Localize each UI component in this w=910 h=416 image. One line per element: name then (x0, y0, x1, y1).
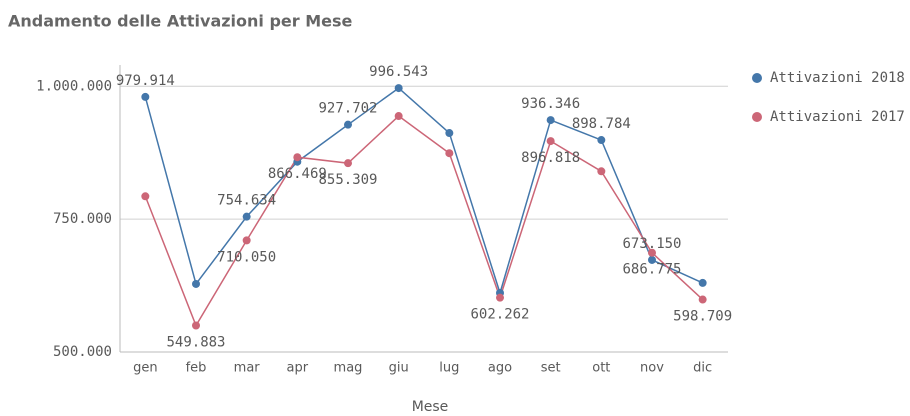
x-tick-label: apr (287, 361, 309, 376)
data-point (293, 153, 302, 162)
y-tick-label: 500.000 (53, 344, 112, 360)
data-point (242, 236, 251, 245)
x-tick-label: ott (592, 361, 610, 376)
series-line (144, 115, 704, 328)
x-tick-label: lug (439, 361, 459, 376)
x-tick-label: mar (234, 361, 261, 376)
data-label: 936.346 (521, 96, 580, 112)
data-point (648, 248, 656, 257)
data-label: 686.775 (622, 262, 681, 278)
data-point (344, 120, 352, 129)
data-point (496, 293, 504, 302)
x-tick-label: dic (693, 361, 712, 376)
x-tick-label: nov (640, 361, 664, 376)
data-label: 996.543 (369, 64, 428, 80)
x-tick-label: set (541, 361, 561, 376)
data-label: 549.883 (166, 334, 225, 350)
x-axis-title: Mese (412, 399, 449, 415)
legend-label: Attivazioni 2017 (770, 109, 905, 125)
data-point (141, 92, 150, 101)
data-label: 673.150 (622, 236, 681, 252)
x-tick-label: ago (488, 361, 512, 376)
x-tick-label: mag (334, 361, 363, 376)
data-label: 896.818 (521, 150, 580, 166)
data-point (344, 159, 352, 168)
data-point (192, 279, 200, 288)
data-point (242, 212, 251, 221)
series-line (144, 87, 703, 296)
data-point (394, 112, 403, 121)
data-point (141, 192, 150, 201)
data-label: 754.634 (217, 193, 276, 209)
y-tick-label: 1.000.000 (36, 78, 112, 94)
data-point (698, 278, 707, 287)
data-point (192, 321, 200, 330)
data-point (698, 295, 707, 304)
data-point (394, 84, 403, 93)
data-label: 602.262 (470, 307, 529, 323)
x-tick-label: giu (389, 361, 409, 376)
data-point (597, 167, 606, 176)
data-point (546, 116, 555, 125)
chart-title: Andamento delle Attivazioni per Mese (8, 12, 353, 31)
x-tick-label: gen (133, 361, 158, 376)
data-label: 855.309 (318, 172, 377, 188)
y-tick-label: 750.000 (53, 211, 112, 227)
data-point (546, 137, 555, 146)
data-point (445, 149, 454, 158)
data-label: 710.050 (217, 249, 276, 265)
x-tick-label: feb (186, 361, 207, 376)
data-label: 598.709 (673, 309, 732, 325)
data-label: 979.914 (116, 73, 175, 89)
data-label: 866.469 (268, 166, 327, 182)
data-point (445, 129, 454, 138)
data-label: 927.702 (318, 101, 377, 117)
legend-marker (752, 112, 762, 122)
data-point (648, 255, 656, 264)
data-label: 898.784 (572, 116, 631, 132)
legend-label: Attivazioni 2018 (770, 70, 905, 86)
data-point (597, 136, 606, 145)
legend-marker (752, 73, 762, 83)
